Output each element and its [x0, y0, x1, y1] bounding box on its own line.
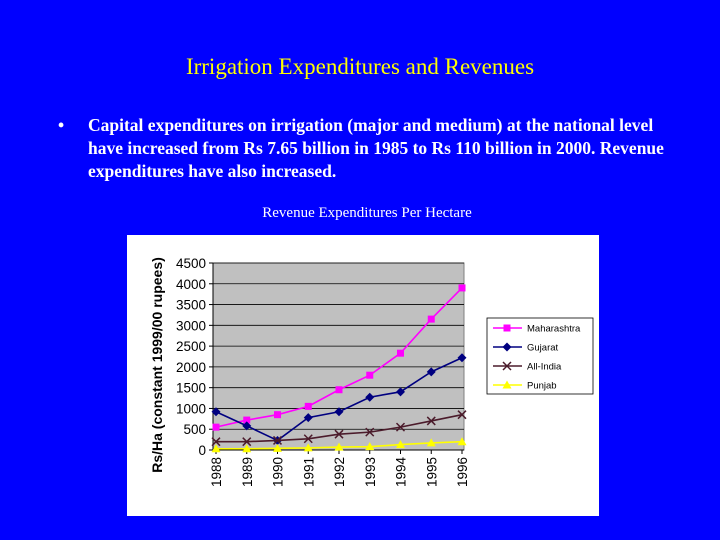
legend-label: All-India: [527, 362, 562, 373]
x-tick-label: 1989: [240, 457, 255, 487]
y-axis-label: Rs/Ha (constant 1999/00 rupees): [149, 257, 165, 473]
legend-marker-all-india: [502, 361, 512, 371]
legend-label: Punjab: [527, 381, 557, 392]
data-point-gujarat: [365, 392, 375, 402]
data-point-punjab: [365, 442, 375, 451]
x-tick-label: 1992: [332, 457, 347, 487]
data-point-gujarat: [242, 421, 252, 431]
data-point-all-india: [395, 422, 406, 432]
chart-container: 0 500 1000 1500 2000 2500 3000 3500 4000 4500 1988…: [127, 235, 599, 516]
y-tick-label: 0: [198, 443, 206, 458]
x-tick-label: 1996: [455, 457, 470, 487]
data-point-punjab: [426, 438, 436, 447]
data-point-gujarat: [396, 387, 405, 397]
data-point-maharashtra: [458, 284, 466, 292]
data-point-punjab: [303, 443, 313, 452]
y-tick-label: 500: [183, 422, 206, 437]
data-point-punjab: [457, 437, 467, 446]
slide-title: Irrigation Expenditures and Revenues: [185, 54, 535, 79]
x-tick-label: 1990: [271, 457, 286, 487]
legend-marker-maharashtra: [503, 324, 511, 332]
data-point-all-india: [242, 437, 252, 447]
y-tick-label: 4000: [176, 277, 206, 292]
data-point-all-india: [365, 427, 375, 437]
data-point-maharashtra: [397, 349, 404, 357]
data-point-gujarat: [303, 413, 313, 423]
data-point-punjab: [273, 443, 282, 452]
y-tick-label: 1000: [176, 401, 206, 416]
data-point-all-india: [303, 434, 313, 444]
data-point-gujarat: [457, 353, 467, 363]
data-point-all-india: [211, 437, 221, 447]
y-tick-label: 2000: [176, 360, 206, 375]
x-tick-label: 1993: [363, 457, 378, 487]
data-point-all-india: [334, 429, 344, 439]
data-point-maharashtra: [427, 315, 435, 323]
data-point-punjab: [334, 442, 344, 451]
y-tick-label: 3000: [176, 318, 206, 333]
bullet-icon: •: [58, 115, 65, 135]
y-tick-label: 2500: [176, 339, 206, 354]
y-tick-label: 3500: [176, 298, 206, 313]
legend-label: Gujarat: [527, 343, 559, 354]
legend-marker-punjab: [502, 380, 512, 389]
legend-marker-gujarat: [502, 342, 512, 352]
y-tick-label: 4500: [176, 256, 206, 271]
data-point-punjab: [396, 440, 405, 449]
x-tick-label: 1994: [394, 457, 409, 488]
data-point-maharashtra: [366, 371, 374, 379]
data-point-all-india: [457, 410, 467, 420]
data-point-maharashtra: [243, 416, 251, 424]
data-point-maharashtra: [274, 411, 281, 419]
data-point-punjab: [211, 444, 221, 453]
bullet-text: Capital expenditures on irrigation (majo…: [88, 115, 664, 181]
y-tick-label: 1500: [176, 381, 206, 396]
data-point-all-india: [272, 435, 283, 445]
data-point-maharashtra: [212, 423, 220, 431]
chart-caption: Revenue Expenditures Per Hectare: [262, 205, 472, 221]
data-point-maharashtra: [335, 386, 343, 394]
data-point-maharashtra: [304, 402, 312, 410]
data-point-gujarat: [426, 367, 436, 377]
line-chart: 0 500 1000 1500 2000 2500 3000 3500 4000 4500 1988…: [127, 235, 599, 516]
x-tick-label: 1991: [301, 457, 316, 487]
legend-label: Maharashtra: [527, 324, 581, 335]
data-point-gujarat: [211, 407, 221, 417]
data-point-punjab: [242, 444, 252, 453]
x-tick-label: 1988: [209, 457, 224, 487]
x-tick-label: 1995: [424, 457, 439, 487]
data-point-gujarat: [334, 407, 344, 417]
data-point-all-india: [426, 416, 436, 426]
